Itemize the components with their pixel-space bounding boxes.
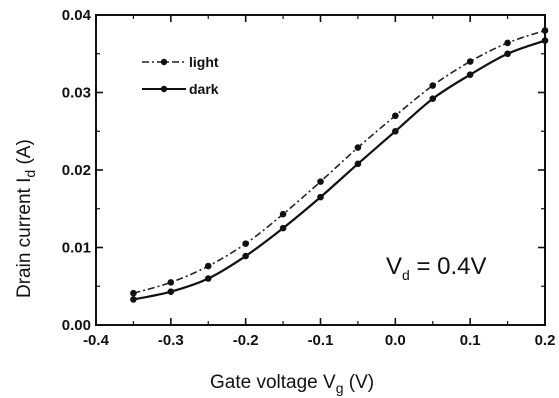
data-point-dark xyxy=(354,160,362,168)
y-tick-label: 0.01 xyxy=(62,240,91,257)
data-point-dark xyxy=(504,50,511,58)
data-point-light xyxy=(429,82,437,89)
y-axis-label-main: Drain current I xyxy=(14,178,35,298)
data-point-light xyxy=(541,27,549,34)
x-tick-label: 0.1 xyxy=(460,332,481,349)
x-axis-label-unit: (V) xyxy=(344,372,375,393)
series-line-dark xyxy=(133,39,546,301)
axis-ticks xyxy=(95,14,546,326)
y-tick-label: 0.02 xyxy=(62,162,91,179)
annotation-rest: = 0.4V xyxy=(410,253,487,280)
x-axis-label: Gate voltage Vg (V) xyxy=(210,372,374,396)
series-line-light xyxy=(133,29,546,294)
data-point-dark xyxy=(167,288,175,295)
data-point-light xyxy=(317,178,324,185)
data-point-light xyxy=(466,58,474,65)
y-tick-label: 0.00 xyxy=(62,317,91,334)
annotation-subscript: d xyxy=(402,267,410,283)
y-tick-label: 0.04 xyxy=(62,7,92,24)
x-tick-label: -0.2 xyxy=(233,332,259,349)
data-point-dark xyxy=(392,127,399,135)
legend-label-light: light xyxy=(189,54,219,70)
x-axis-label-subscript: g xyxy=(336,380,344,396)
series-layer xyxy=(130,27,549,303)
x-tick-labels: -0.4 -0.3 -0.2 -0.1 0.0 0.1 0.2 xyxy=(83,332,555,349)
data-point-light xyxy=(279,210,287,218)
data-point-dark xyxy=(242,252,249,260)
data-point-light xyxy=(354,144,362,151)
data-point-dark xyxy=(541,37,549,44)
data-point-dark xyxy=(466,71,474,78)
y-axis-label: Drain current Id (A) xyxy=(14,139,38,298)
data-point-light xyxy=(242,240,249,247)
data-point-dark xyxy=(204,275,212,282)
x-tick-label: -0.4 xyxy=(83,332,110,349)
data-point-light xyxy=(392,112,399,120)
y-axis-label-unit: (A) xyxy=(14,139,35,170)
y-tick-label: 0.03 xyxy=(62,85,91,102)
data-point-dark xyxy=(317,193,324,201)
x-tick-label: -0.3 xyxy=(158,332,184,349)
data-point-dark xyxy=(279,224,287,232)
annotation-main: V xyxy=(386,253,402,280)
legend-marker-dark xyxy=(160,85,168,93)
data-point-dark xyxy=(429,95,437,102)
annotation: Vd = 0.4V xyxy=(386,253,487,283)
data-point-light xyxy=(167,279,175,286)
x-tick-label: -0.1 xyxy=(308,332,334,349)
data-point-dark xyxy=(130,296,137,303)
data-point-light xyxy=(504,39,511,47)
y-tick-labels: 0.00 0.01 0.02 0.03 0.04 xyxy=(62,7,92,334)
legend-marker-light xyxy=(160,58,168,66)
x-tick-label: 0.2 xyxy=(535,332,556,349)
y-axis-label-subscript: d xyxy=(22,170,38,178)
x-axis-label-main: Gate voltage V xyxy=(210,372,336,393)
legend: light dark xyxy=(142,54,219,97)
x-tick-label: 0.0 xyxy=(385,332,406,349)
legend-label-dark: dark xyxy=(189,81,219,97)
data-point-light xyxy=(130,289,137,297)
data-point-light xyxy=(204,262,212,270)
